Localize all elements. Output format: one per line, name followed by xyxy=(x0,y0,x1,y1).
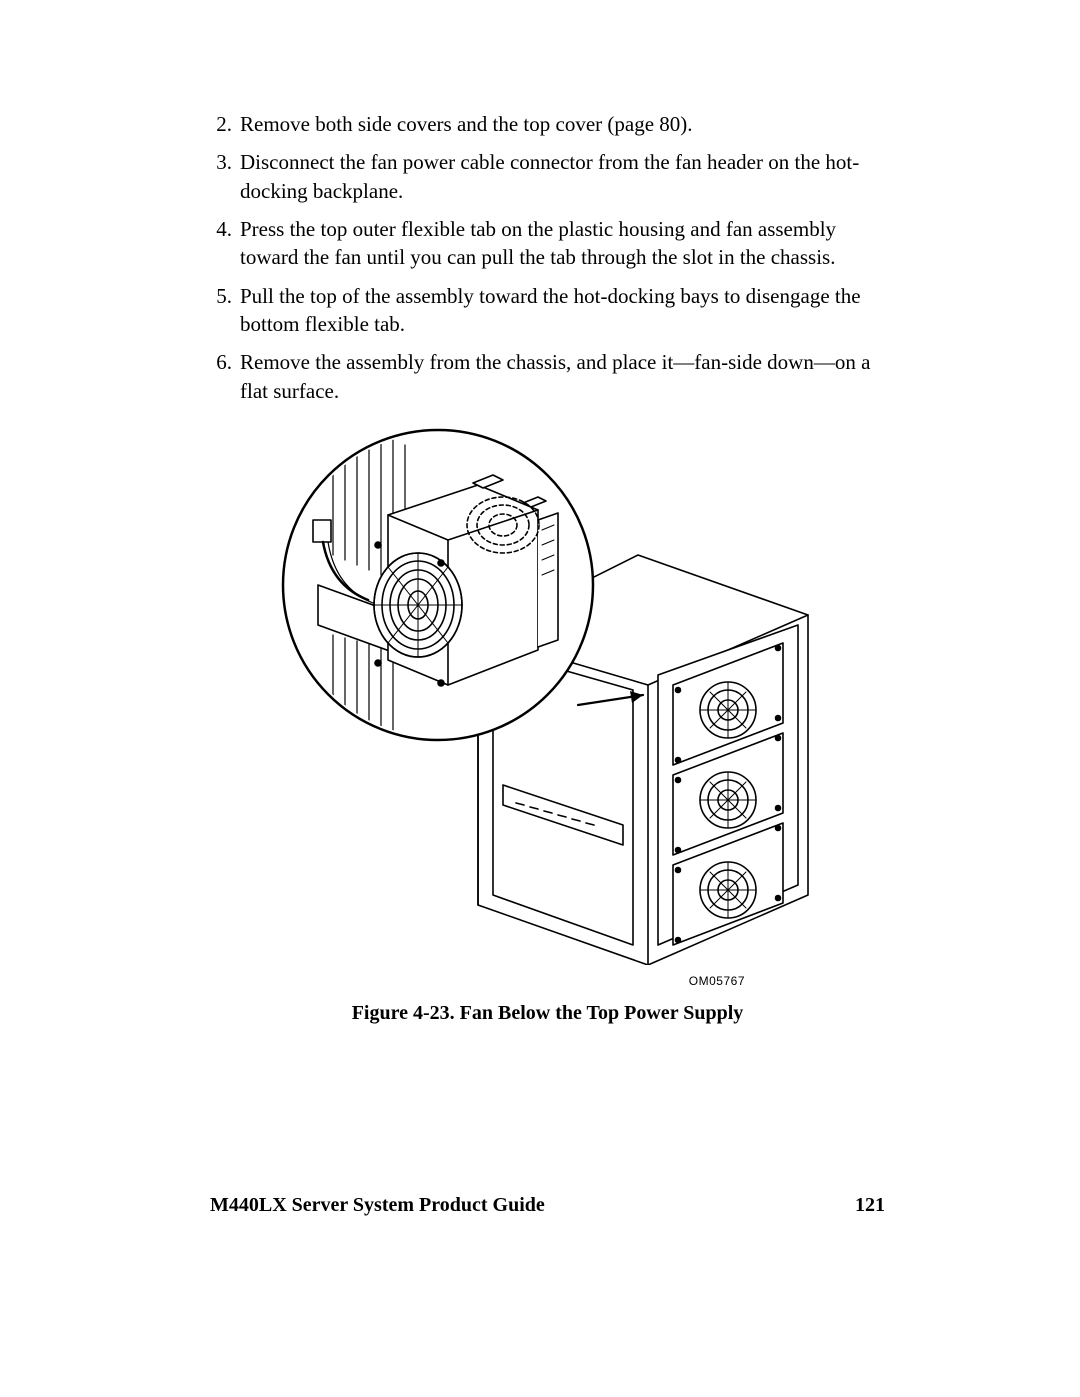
figure-id-label: OM05767 xyxy=(210,974,745,988)
page-footer: M440LX Server System Product Guide 121 xyxy=(210,1194,885,1217)
step-number: 4. xyxy=(210,215,240,272)
step-text: Press the top outer flexible tab on the … xyxy=(240,215,885,272)
step-item: 4. Press the top outer flexible tab on t… xyxy=(210,215,885,272)
technical-diagram-icon xyxy=(278,425,818,965)
page: 2. Remove both side covers and the top c… xyxy=(0,0,1080,1397)
step-text: Remove both side covers and the top cove… xyxy=(240,110,885,138)
instruction-list: 2. Remove both side covers and the top c… xyxy=(210,110,885,405)
step-number: 2. xyxy=(210,110,240,138)
step-number: 3. xyxy=(210,148,240,205)
step-text: Pull the top of the assembly toward the … xyxy=(240,282,885,339)
step-number: 5. xyxy=(210,282,240,339)
step-text: Disconnect the fan power cable connector… xyxy=(240,148,885,205)
step-item: 5. Pull the top of the assembly toward t… xyxy=(210,282,885,339)
figure-caption: Figure 4-23. Fan Below the Top Power Sup… xyxy=(210,1002,885,1025)
step-number: 6. xyxy=(210,348,240,405)
step-item: 6. Remove the assembly from the chassis,… xyxy=(210,348,885,405)
page-number: 121 xyxy=(855,1194,885,1217)
step-text: Remove the assembly from the chassis, an… xyxy=(240,348,885,405)
footer-title: M440LX Server System Product Guide xyxy=(210,1194,545,1217)
figure: OM05767 Figure 4-23. Fan Below the Top P… xyxy=(210,425,885,1025)
step-item: 3. Disconnect the fan power cable connec… xyxy=(210,148,885,205)
step-item: 2. Remove both side covers and the top c… xyxy=(210,110,885,138)
